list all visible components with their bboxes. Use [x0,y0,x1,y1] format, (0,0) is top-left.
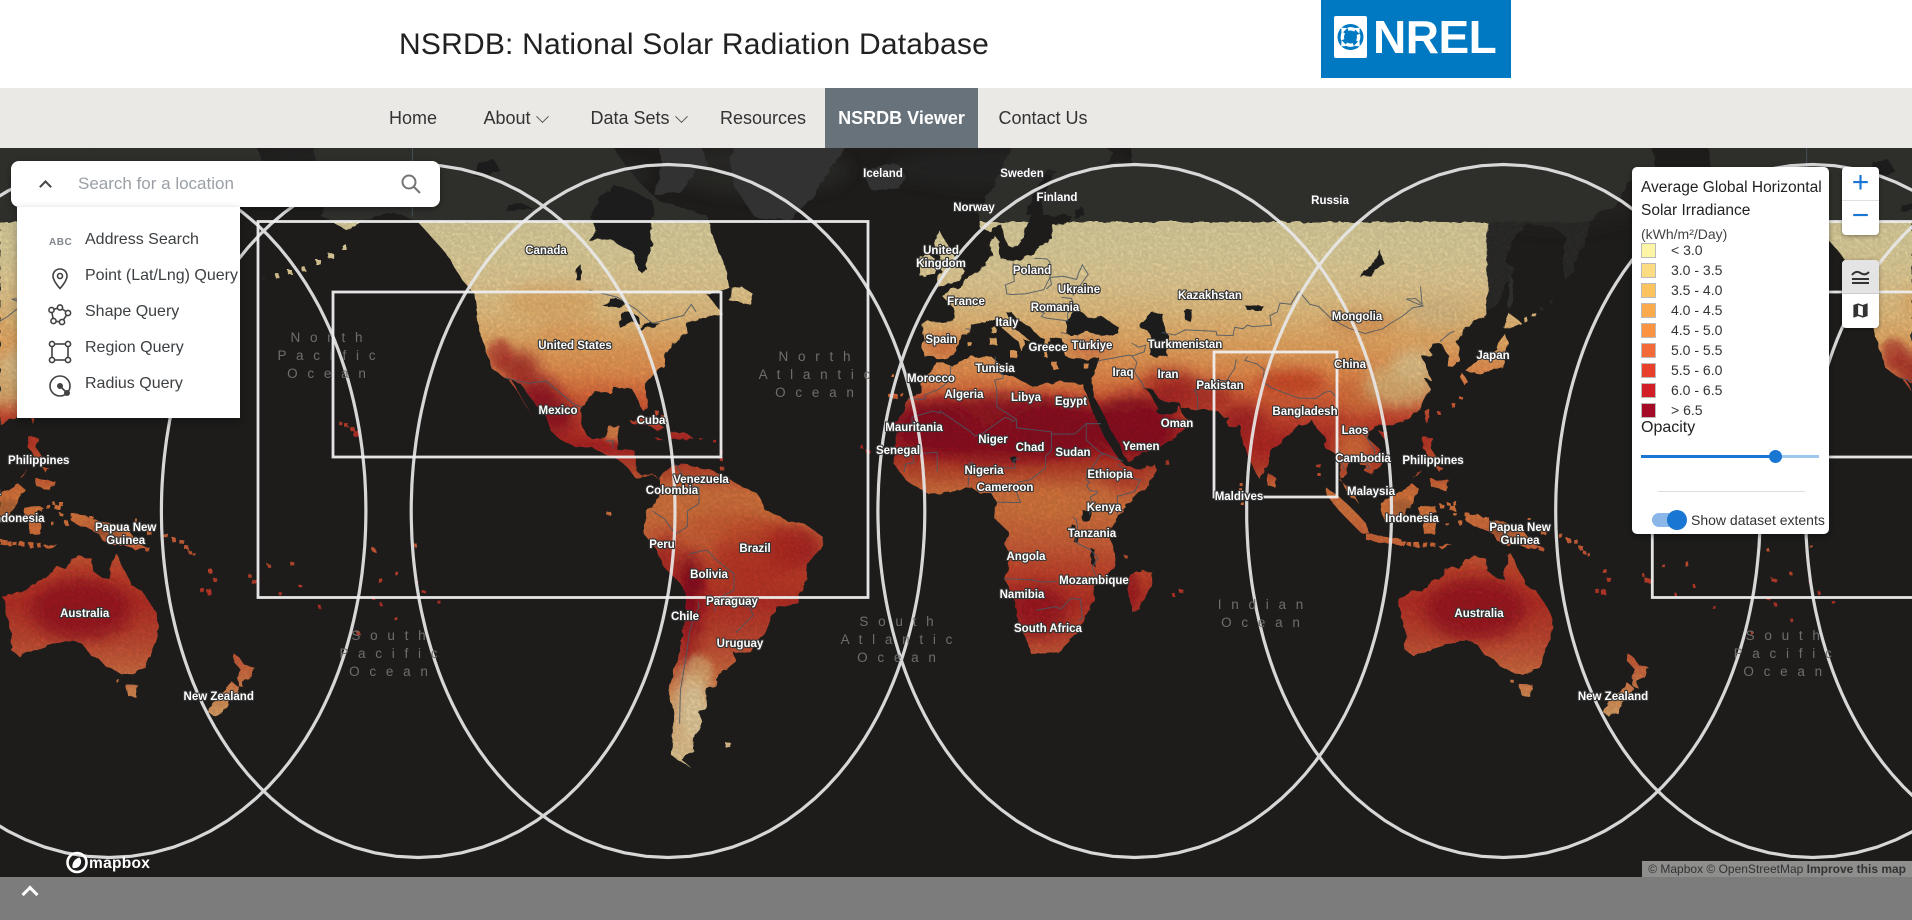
svg-text:ABC: ABC [49,237,72,248]
svg-text:mapbox: mapbox [89,855,150,872]
svg-text:NREL: NREL [1373,11,1496,63]
